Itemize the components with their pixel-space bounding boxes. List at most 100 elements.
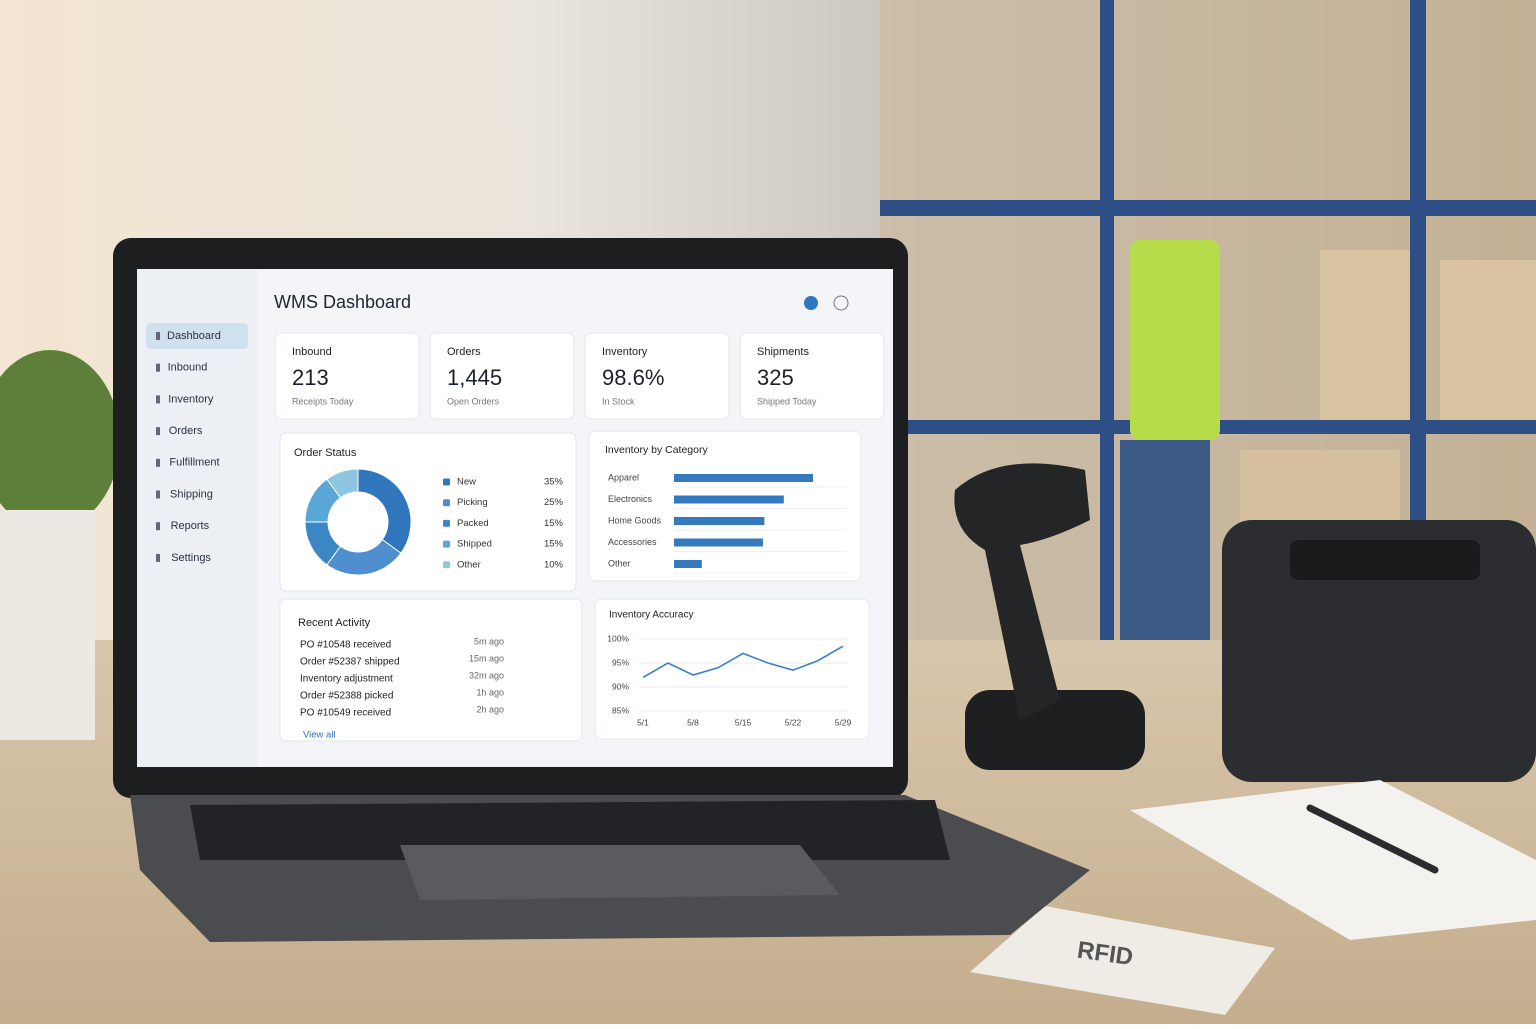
kpi-value: 1,445 bbox=[447, 365, 502, 390]
nav-icon bbox=[156, 553, 160, 562]
dashboard-title: WMS Dashboard bbox=[274, 292, 411, 312]
y-tick-label: 95% bbox=[612, 657, 629, 667]
view-all-link[interactable]: View all bbox=[303, 730, 336, 741]
legend-swatch bbox=[443, 499, 450, 507]
legend-label: Packed bbox=[457, 518, 489, 529]
activity-time: 1h ago bbox=[476, 687, 504, 697]
activity-text: Inventory adjustment bbox=[300, 674, 393, 685]
legend-swatch bbox=[443, 540, 450, 548]
donut-slice bbox=[357, 468, 412, 554]
nav-icon bbox=[156, 363, 160, 372]
data-label: 15% bbox=[544, 518, 564, 529]
x-tick-label: 5/8 bbox=[687, 717, 699, 727]
x-tick-label: 5/29 bbox=[835, 717, 852, 727]
card bbox=[594, 598, 870, 740]
kpi-sub: Open Orders bbox=[447, 396, 500, 406]
card bbox=[739, 332, 885, 420]
data-label: 10% bbox=[544, 559, 564, 570]
nav-icon bbox=[156, 458, 160, 467]
activity-time: 32m ago bbox=[469, 670, 504, 680]
bar bbox=[674, 538, 763, 547]
category-label: Electronics bbox=[608, 494, 653, 504]
scanner bbox=[954, 463, 1145, 770]
nav-item[interactable]: Inbound bbox=[168, 362, 208, 374]
logout-icon[interactable] bbox=[833, 295, 849, 311]
nav-item[interactable]: Fulfillment bbox=[169, 457, 219, 469]
activity-time: 15m ago bbox=[469, 653, 504, 663]
card bbox=[274, 332, 420, 420]
y-tick-label: 100% bbox=[607, 633, 629, 643]
printer bbox=[1222, 520, 1536, 782]
nav-item[interactable]: Settings bbox=[171, 552, 211, 564]
nav-item[interactable]: Reports bbox=[171, 520, 210, 532]
kpi-label: Orders bbox=[447, 346, 481, 358]
legend-swatch bbox=[443, 561, 450, 569]
kpi-label: Inbound bbox=[292, 346, 332, 358]
legend-swatch bbox=[443, 478, 450, 486]
nav-item[interactable]: Dashboard bbox=[167, 330, 221, 342]
x-tick-label: 5/15 bbox=[735, 717, 752, 727]
chart-title: Inventory Accuracy bbox=[609, 610, 693, 621]
legend-swatch bbox=[443, 519, 450, 527]
activity-time: 5m ago bbox=[474, 636, 504, 646]
data-label: 35% bbox=[544, 477, 564, 488]
category-label: Apparel bbox=[608, 472, 639, 482]
nav-item[interactable]: Orders bbox=[169, 425, 203, 437]
screen: WMS Dashboard Dashboard Inbound Inventory O… bbox=[137, 269, 893, 767]
legend-label: Picking bbox=[457, 497, 488, 508]
shelving bbox=[880, 0, 1536, 650]
card bbox=[429, 332, 575, 420]
kpi-value: 325 bbox=[757, 365, 794, 390]
nav-icon bbox=[156, 395, 160, 404]
nav-icon bbox=[156, 522, 160, 531]
kpi-sub: Receipts Today bbox=[292, 396, 354, 406]
sidebar bbox=[137, 269, 257, 767]
x-tick-label: 5/22 bbox=[785, 717, 802, 727]
legend-label: Shipped bbox=[457, 539, 492, 550]
activity-text: PO #10549 received bbox=[300, 708, 391, 719]
card bbox=[279, 598, 583, 742]
activity-text: Order #52387 shipped bbox=[300, 657, 400, 668]
nav-icon bbox=[156, 427, 160, 436]
rfid-card: RFID bbox=[970, 906, 1275, 1015]
kpi-value: 98.6% bbox=[602, 365, 664, 390]
activity-text: PO #10548 received bbox=[300, 640, 391, 651]
kpi-label: Inventory bbox=[602, 346, 648, 358]
category-label: Accessories bbox=[608, 537, 657, 547]
kpi-label: Shipments bbox=[757, 346, 809, 358]
chart-title: Order Status bbox=[294, 447, 357, 459]
y-tick-label: 85% bbox=[612, 705, 629, 715]
data-label: 25% bbox=[544, 497, 564, 508]
kpi-value: 213 bbox=[292, 365, 329, 390]
bar bbox=[674, 474, 813, 482]
activity-time: 2h ago bbox=[476, 704, 504, 714]
legend-label: New bbox=[457, 477, 476, 488]
bar bbox=[674, 517, 765, 525]
bar bbox=[674, 560, 702, 568]
nav-icon bbox=[156, 332, 160, 340]
card bbox=[584, 332, 730, 420]
y-tick-label: 90% bbox=[612, 681, 629, 691]
card-title: Recent Activity bbox=[298, 617, 371, 629]
category-label: Home Goods bbox=[608, 515, 662, 525]
notebook bbox=[1130, 780, 1536, 940]
kpi-sub: In Stock bbox=[602, 396, 635, 406]
nav-item[interactable]: Inventory bbox=[168, 393, 214, 405]
plant bbox=[0, 350, 120, 740]
bar bbox=[674, 495, 784, 504]
nav-item[interactable]: Shipping bbox=[170, 488, 213, 500]
activity-text: Order #52388 picked bbox=[300, 691, 393, 702]
kpi-sub: Shipped Today bbox=[757, 396, 817, 406]
data-label: 15% bbox=[544, 539, 564, 550]
chart-title: Inventory by Category bbox=[605, 444, 708, 456]
nav-icon bbox=[156, 490, 160, 499]
nav-active bbox=[146, 323, 248, 349]
card bbox=[588, 430, 862, 582]
user-icon[interactable] bbox=[804, 296, 818, 310]
category-label: Other bbox=[608, 558, 631, 568]
legend-label: Other bbox=[457, 559, 481, 570]
accuracy-line bbox=[642, 645, 844, 679]
x-tick-label: 5/1 bbox=[637, 717, 649, 727]
